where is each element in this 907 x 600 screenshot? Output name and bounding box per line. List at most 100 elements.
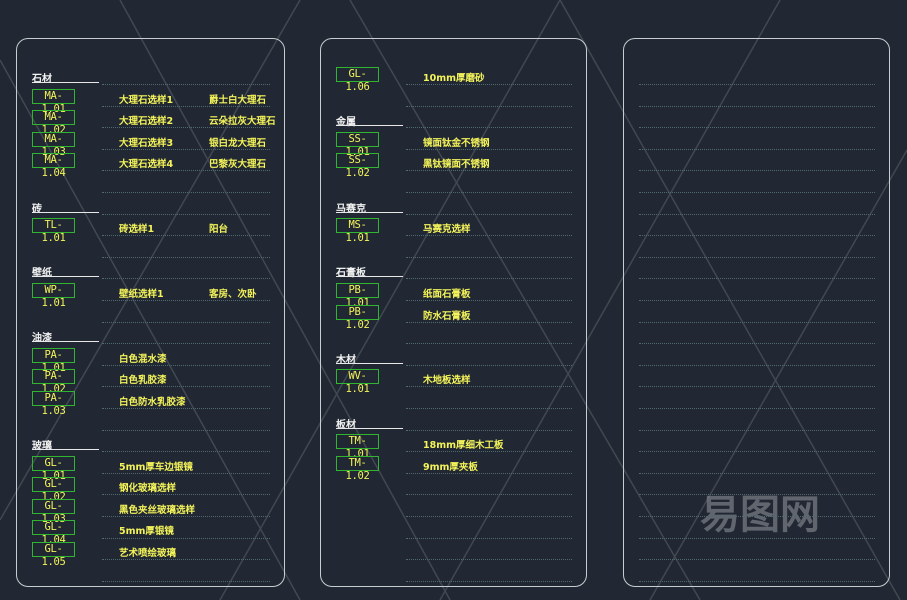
section-title: 木材: [336, 354, 356, 366]
material-code[interactable]: WP-1.01: [32, 282, 75, 309]
row-guide: [102, 192, 270, 193]
material-description: 白色混水漆: [119, 353, 167, 365]
row-guide: [102, 170, 270, 172]
material-code[interactable]: MS-1.01: [336, 218, 379, 244]
row-guide: [102, 127, 270, 129]
row-guide: [406, 192, 572, 193]
row-guide: [102, 213, 270, 215]
material-code[interactable]: TL-1.01: [32, 218, 75, 244]
row-guide: [639, 192, 875, 193]
row-guide: [406, 429, 572, 431]
material-code[interactable]: PB-1.01: [336, 282, 379, 309]
row-guide: [639, 429, 875, 431]
material-code[interactable]: MA-1.03: [32, 131, 75, 158]
section-heading: 板材: [336, 412, 576, 434]
material-row: TM-1.02 9mm厚夹板: [336, 455, 576, 482]
material-list: 石材 MA-1.01 大理石选样1 爵士白大理石 MA-1.02 大理石选样2 云朵拉灰大理…: [32, 66, 276, 568]
material-row: TL-1.01 砖选样1 阳台: [32, 217, 274, 244]
material-list: GL-1.06 10mm厚磨砂 金属 SS-1.01 镜面钛金不锈钢 SS-1.02 黑钛镜…: [336, 66, 576, 482]
material-code[interactable]: GL-1.03: [32, 498, 75, 525]
row-guide: [406, 386, 572, 388]
row-guide: [639, 148, 875, 150]
material-row: WP-1.01 壁纸选样1 客房、次卧: [32, 282, 274, 309]
material-code[interactable]: TM-1.02: [336, 455, 379, 482]
material-row: MA-1.02 大理石选样2 云朵拉灰大理石: [32, 109, 276, 136]
row-guide: [406, 84, 572, 85]
material-code[interactable]: TM-1.01: [336, 434, 379, 460]
heading-underline: [336, 211, 403, 213]
material-location: 银白龙大理石: [209, 137, 267, 149]
material-row: SS-1.02 黑钛镜面不锈钢: [336, 152, 576, 179]
material-row: GL-1.02 钢化玻璃选样: [32, 476, 274, 503]
spacer: [32, 174, 274, 196]
heading-underline: [336, 427, 403, 429]
material-row: MA-1.04 大理石选样4 巴黎灰大理石: [32, 152, 274, 179]
heading-underline: [32, 341, 99, 343]
material-description: 黑色夹丝玻璃选样: [119, 504, 196, 516]
material-code[interactable]: MA-1.01: [32, 88, 75, 115]
material-description: 5mm厚银镜: [119, 526, 174, 538]
material-code[interactable]: GL-1.06: [336, 67, 379, 93]
material-row: GL-1.01 5mm厚车边银镜: [32, 455, 274, 482]
material-code[interactable]: GL-1.05: [32, 542, 75, 568]
material-row: TM-1.01 18mm厚细木工板: [336, 433, 576, 460]
spacer: [32, 239, 274, 261]
spacer: [336, 174, 576, 196]
material-location: 阳台: [209, 224, 229, 236]
material-code[interactable]: GL-1.02: [32, 477, 75, 503]
row-guide: [406, 408, 572, 409]
material-code[interactable]: PA-1.03: [32, 390, 75, 417]
row-guide: [406, 256, 572, 258]
row-guide: [639, 278, 875, 280]
material-location: 云朵拉灰大理石: [209, 116, 276, 128]
row-guide: [406, 170, 572, 172]
section-heading: 石材: [32, 66, 274, 88]
material-code[interactable]: WV-1.01: [336, 369, 379, 395]
section-title: 马赛克: [336, 203, 366, 215]
row-guide: [102, 84, 270, 85]
material-description: 壁纸选样1: [119, 288, 164, 300]
heading-underline: [32, 82, 99, 83]
row-guide: [639, 580, 875, 582]
section-title: 金属: [336, 117, 356, 129]
row-guide: [639, 472, 875, 474]
material-code[interactable]: SS-1.02: [336, 153, 379, 179]
row-guide: [102, 321, 270, 323]
section-heading: 玻璃: [32, 433, 274, 455]
material-code[interactable]: PA-1.01: [32, 347, 75, 374]
section-title: 石材: [32, 74, 52, 85]
material-code[interactable]: PA-1.02: [32, 369, 75, 395]
section-heading: 金属: [336, 109, 576, 131]
row-guide: [102, 429, 270, 431]
material-description: 大理石选样4: [119, 159, 174, 171]
section-title: 石膏板: [336, 268, 366, 280]
material-description: 18mm厚细木工板: [423, 440, 504, 452]
material-code[interactable]: MA-1.04: [32, 153, 75, 179]
material-code[interactable]: PB-1.02: [336, 304, 379, 331]
row-guide: [102, 537, 270, 539]
material-description: 防水石膏板: [423, 310, 471, 322]
material-row: PA-1.03 白色防水乳胶漆: [32, 390, 274, 417]
row-guide: [102, 516, 270, 517]
spacer: [336, 239, 576, 261]
heading-underline: [336, 276, 403, 278]
material-code[interactable]: GL-1.01: [32, 455, 75, 482]
material-code[interactable]: MA-1.02: [32, 110, 75, 136]
section-heading: 砖: [32, 196, 274, 218]
material-location: 客房、次卧: [209, 288, 257, 300]
material-code[interactable]: SS-1.01: [336, 131, 379, 158]
material-description: 砖选样1: [119, 224, 155, 236]
row-guide: [102, 105, 270, 107]
panel-middle: GL-1.06 10mm厚磨砂 金属 SS-1.01 镜面钛金不锈钢 SS-1.02 黑钛镜…: [320, 38, 587, 587]
material-row: WV-1.01 木地板选样: [336, 368, 576, 395]
row-guide: [406, 343, 572, 345]
panel-left: 石材 MA-1.01 大理石选样1 爵士白大理石 MA-1.02 大理石选样2 云朵拉灰大理…: [16, 38, 285, 587]
row-guide: [406, 472, 572, 474]
row-guide: [102, 494, 270, 496]
material-row: GL-1.06 10mm厚磨砂: [336, 66, 576, 93]
row-guides: [17, 39, 284, 586]
row-guide: [639, 235, 875, 237]
section-title: 油漆: [32, 333, 52, 345]
material-description: 大理石选样2: [119, 116, 174, 128]
material-code[interactable]: GL-1.04: [32, 520, 75, 546]
